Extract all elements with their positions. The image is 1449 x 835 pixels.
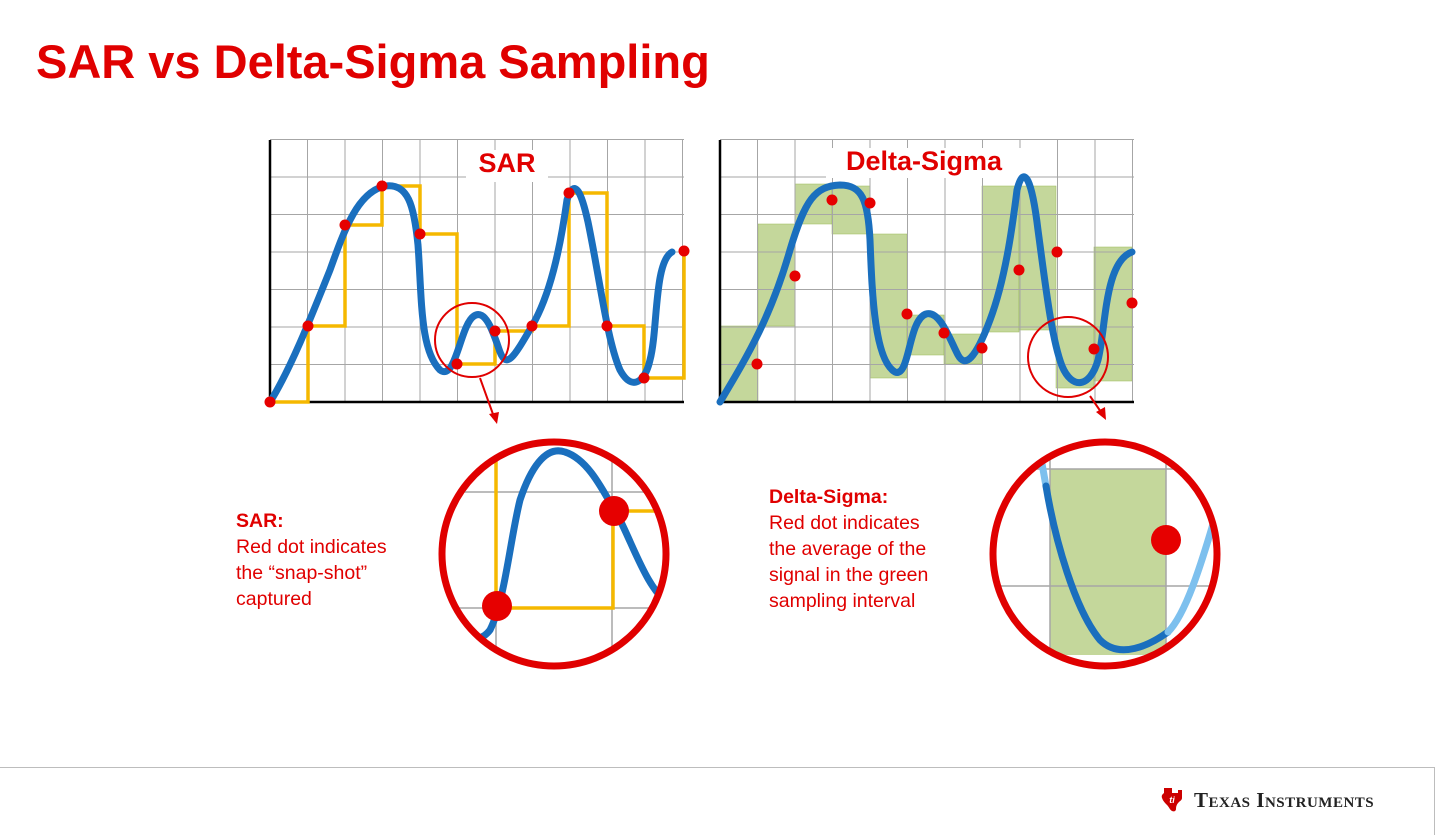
svg-text:ti: ti bbox=[1169, 795, 1175, 805]
texas-instruments-logo: ti Texas Instruments bbox=[1160, 787, 1374, 813]
sar-axes bbox=[268, 140, 684, 404]
sar-callout-line: the “snap-shot” bbox=[236, 562, 368, 584]
ds-axes bbox=[718, 140, 1134, 404]
sar-panel-label: SAR bbox=[478, 148, 535, 178]
slide-title: SAR vs Delta-Sigma Sampling bbox=[36, 35, 710, 88]
sar-callout-line: captured bbox=[236, 588, 312, 610]
sar-callout: SAR: Red dot indicates the “snap-shot” c… bbox=[236, 508, 387, 612]
sar-step-trace bbox=[270, 184, 686, 404]
ds-zoom-marker bbox=[1027, 316, 1109, 398]
ds-zoom-view bbox=[993, 442, 1217, 666]
ds-average-dots bbox=[751, 194, 1138, 370]
sar-callout-heading: SAR: bbox=[236, 510, 284, 532]
ds-callout-line: signal in the green bbox=[769, 564, 929, 586]
ds-label-bg bbox=[826, 148, 1022, 178]
sar-signal-curve bbox=[266, 182, 676, 406]
footer-box-edge bbox=[1434, 767, 1435, 835]
sar-sample-dots bbox=[264, 180, 690, 408]
sar-zoom-ring bbox=[438, 438, 670, 670]
sar-zoom-arrow bbox=[479, 377, 499, 424]
ds-callout-line: the average of the bbox=[769, 538, 927, 560]
ds-zoom-ring bbox=[989, 438, 1221, 670]
sar-callout-line: Red dot indicates bbox=[236, 536, 387, 558]
ds-callout-line: Red dot indicates bbox=[769, 512, 920, 534]
ds-interval-bars bbox=[719, 183, 1133, 403]
ds-callout-heading: Delta-Sigma: bbox=[769, 486, 889, 508]
sar-panel: SAR bbox=[264, 139, 690, 670]
sar-zoom-marker bbox=[434, 302, 510, 378]
delta-sigma-callout: Delta-Sigma: Red dot indicates the avera… bbox=[769, 484, 928, 614]
sar-zoom-view bbox=[442, 442, 666, 666]
footer-divider bbox=[0, 767, 1434, 768]
texas-instruments-logo-icon: ti bbox=[1161, 788, 1182, 812]
ds-zoom-arrow bbox=[1089, 395, 1106, 420]
ds-signal-curve bbox=[716, 173, 1136, 406]
delta-sigma-panel: Delta-Sigma bbox=[716, 139, 1221, 670]
ds-callout-line: sampling interval bbox=[769, 590, 916, 612]
sar-label-bg bbox=[466, 150, 548, 182]
ds-panel-label: Delta-Sigma bbox=[846, 146, 1003, 176]
company-name: Texas Instruments bbox=[1194, 787, 1375, 812]
